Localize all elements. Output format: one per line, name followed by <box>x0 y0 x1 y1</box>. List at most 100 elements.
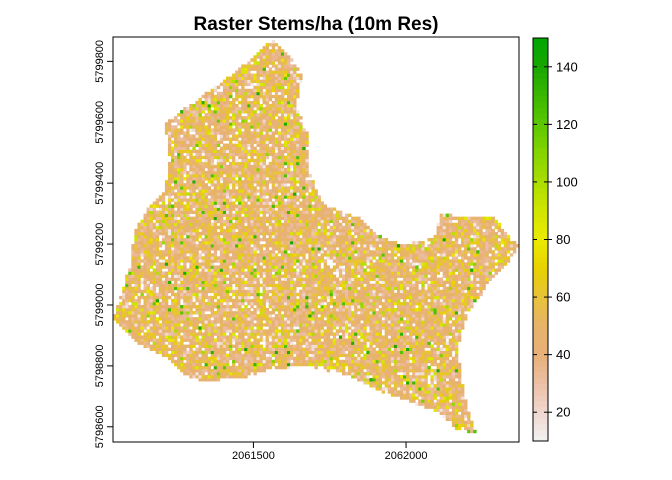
raster-cell <box>174 250 178 254</box>
raster-cell <box>363 375 367 379</box>
raster-cell <box>366 323 370 327</box>
raster-cell <box>390 314 395 318</box>
raster-cell <box>262 353 266 358</box>
raster-cell <box>372 320 376 324</box>
raster-cell <box>393 359 398 364</box>
raster-cell <box>204 295 208 300</box>
raster-cell <box>222 341 227 345</box>
raster-cell <box>485 244 489 248</box>
raster-cell <box>372 353 376 358</box>
raster-cell <box>152 308 157 312</box>
raster-cell <box>189 314 193 318</box>
raster-cell <box>177 320 181 324</box>
raster-cell <box>265 286 270 291</box>
raster-cell <box>189 268 193 272</box>
raster-cell <box>381 365 386 370</box>
raster-cell <box>403 323 407 327</box>
raster-cell <box>204 323 208 327</box>
raster-cell <box>323 359 328 364</box>
raster-cell <box>290 241 294 245</box>
raster-cell <box>451 378 456 382</box>
raster-cell <box>186 335 190 339</box>
raster-cell <box>360 256 364 260</box>
raster-cell <box>320 298 324 303</box>
raster-cell <box>137 308 141 312</box>
raster-cell <box>247 244 251 248</box>
raster-cell <box>177 344 181 348</box>
raster-cell <box>354 308 358 312</box>
raster-cell <box>351 332 355 336</box>
raster-cell <box>393 320 398 324</box>
raster-cell <box>296 244 300 248</box>
raster-cell <box>271 332 276 336</box>
raster-cell <box>283 286 288 291</box>
raster-cell <box>387 277 392 281</box>
raster-cell <box>167 295 172 300</box>
raster-cell <box>296 274 300 278</box>
raster-cell <box>210 247 215 251</box>
raster-cell <box>482 250 486 254</box>
raster-cell <box>277 338 282 342</box>
raster-cell <box>326 237 331 242</box>
raster-cell <box>280 344 285 348</box>
raster-cell <box>457 250 462 254</box>
raster-cell <box>393 286 398 291</box>
raster-cell <box>180 320 184 324</box>
raster-cell <box>238 265 242 269</box>
raster-cell <box>351 250 355 254</box>
raster-cell <box>393 323 398 327</box>
raster-cell <box>338 350 343 355</box>
raster-cell <box>277 335 282 339</box>
raster-cell <box>283 295 288 300</box>
raster-cell <box>323 314 328 318</box>
raster-cell <box>317 237 321 242</box>
raster-cell <box>457 277 462 281</box>
raster-cell <box>436 265 440 269</box>
raster-cell <box>390 350 395 355</box>
raster-cell <box>213 353 218 358</box>
raster-cell <box>183 292 187 297</box>
raster-cell <box>128 317 132 321</box>
raster-cell <box>442 244 447 248</box>
raster-cell <box>488 241 492 245</box>
raster-cell <box>204 241 208 245</box>
raster-cell <box>207 247 212 251</box>
raster-cell <box>332 292 337 297</box>
raster-cell <box>378 292 382 297</box>
raster-cell <box>302 286 306 291</box>
raster-cell <box>375 365 379 370</box>
raster-cell <box>421 365 425 370</box>
raster-cell <box>479 274 483 278</box>
raster-cell <box>198 244 202 248</box>
raster-cell <box>317 311 321 315</box>
raster-cell <box>439 368 444 373</box>
raster-cell <box>378 247 382 251</box>
raster-cell <box>448 298 453 303</box>
raster-cell <box>235 317 239 321</box>
raster-cell <box>494 253 498 257</box>
raster-cell <box>293 280 297 285</box>
raster-cell <box>454 393 459 397</box>
raster-cell <box>293 317 297 321</box>
raster-cell <box>345 314 349 318</box>
raster-cell <box>341 320 346 324</box>
raster-cell <box>155 250 160 254</box>
raster-cell <box>222 353 227 358</box>
raster-cell <box>131 295 135 300</box>
raster-cell <box>326 308 331 312</box>
raster-cell <box>186 241 190 245</box>
raster-cell <box>250 323 254 327</box>
raster-cell <box>207 326 212 330</box>
raster-cell <box>375 353 379 358</box>
raster-cell <box>134 283 138 288</box>
raster-cell <box>369 314 373 318</box>
raster-cell <box>290 320 294 324</box>
raster-cell <box>290 304 294 309</box>
raster-cell <box>445 381 450 385</box>
raster-cell <box>274 277 279 281</box>
raster-cell <box>235 323 239 327</box>
raster-cell <box>433 402 437 406</box>
raster-cell <box>454 417 459 422</box>
raster-cell <box>396 250 401 254</box>
raster-cell <box>442 405 447 409</box>
